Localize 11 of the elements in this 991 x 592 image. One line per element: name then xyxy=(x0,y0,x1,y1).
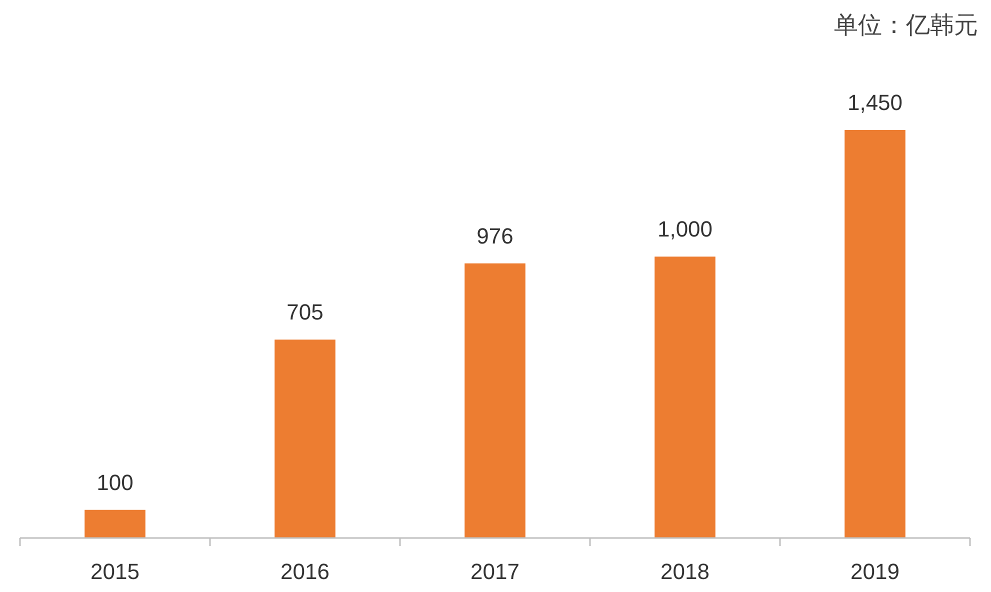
text: 单位：亿韩元 xyxy=(834,12,978,39)
x-tick-label: 2016 xyxy=(280,559,330,584)
x-tick-label: 2015 xyxy=(90,559,140,584)
x-tick-label: 2019 xyxy=(850,559,900,584)
x-tick-label: 2018 xyxy=(660,559,710,584)
data-label: 705 xyxy=(286,300,324,325)
data-label: 100 xyxy=(96,470,134,495)
x-tick-label: 2017 xyxy=(470,559,520,584)
data-label: 1,000 xyxy=(657,216,713,242)
data-label: 976 xyxy=(476,223,514,248)
data-label: 1,450 xyxy=(847,90,903,115)
